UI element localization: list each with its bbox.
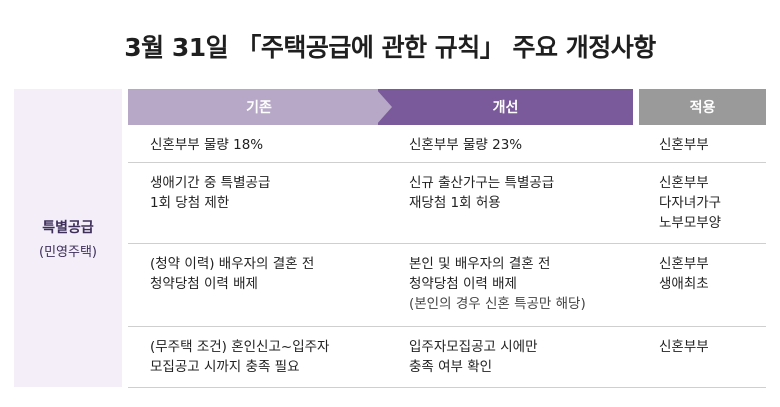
after-cell: 입주자모집공고 시에만 충족 여부 확인 [409, 339, 538, 375]
header-before: 기존 [128, 89, 390, 125]
table-row: 생애기간 중 특별공급 1회 당첨 제한 신규 출산가구는 특별공급 재당첨 1… [128, 163, 766, 244]
after-cell: 신혼부부 물량 23% [409, 137, 523, 153]
after-cell: 신규 출산가구는 특별공급 재당첨 1회 허용 [409, 175, 555, 211]
before-cell: 생애기간 중 특별공급 1회 당첨 제한 [150, 175, 271, 211]
before-cell: 신혼부부 물량 18% [150, 137, 264, 153]
applies-cell: 신혼부부 [659, 339, 709, 355]
arrow-icon [376, 89, 392, 125]
category-main: 특별공급 [42, 219, 94, 236]
header-after: 개선 [378, 89, 633, 125]
before-cell: (무주택 조건) 혼인신고~입주자 모집공고 시까지 충족 필요 [150, 339, 330, 375]
page-title: 3월 31일 「주택공급에 관한 규칙」 주요 개정사항 [124, 33, 656, 62]
applies-cell: 신혼부부 생애최초 [659, 256, 709, 292]
before-cell: (청약 이력) 배우자의 결혼 전 청약당첨 이력 배제 [150, 256, 315, 292]
applies-cell: 신혼부부 [659, 137, 709, 153]
table-row: (청약 이력) 배우자의 결혼 전 청약당첨 이력 배제 본인 및 배우자의 결… [128, 244, 766, 327]
table-row: (무주택 조건) 혼인신고~입주자 모집공고 시까지 충족 필요 입주자모집공고… [128, 327, 766, 388]
after-cell: 본인 및 배우자의 결혼 전 청약당첨 이력 배제 (본인의 경우 신혼 특공만… [409, 256, 586, 312]
header-applies: 적용 [639, 89, 766, 125]
table-row: 신혼부부 물량 18% 신혼부부 물량 23% 신혼부부 [128, 125, 766, 163]
category-sub: (민영주택) [39, 244, 97, 260]
category-cell: 특별공급 (민영주택) [14, 89, 122, 387]
applies-cell: 신혼부부 다자녀가구 노부모부양 [659, 175, 722, 231]
